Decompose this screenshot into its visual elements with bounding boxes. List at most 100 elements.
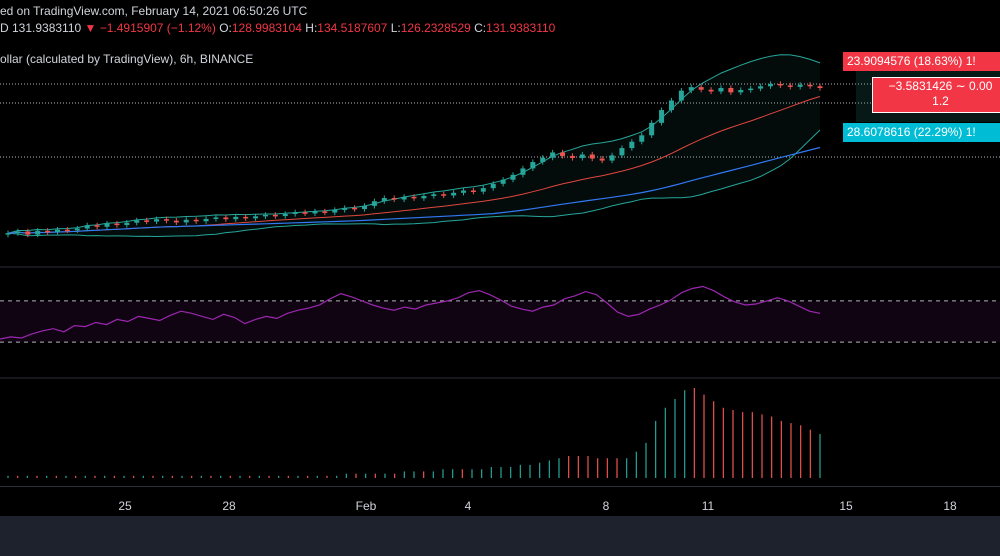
candle-body [381, 198, 387, 202]
candle-body [64, 229, 70, 232]
candle-body [342, 207, 348, 210]
candle-body [688, 87, 694, 91]
chart-canvas[interactable] [0, 0, 1000, 486]
candle-body [589, 154, 595, 159]
candle-body [203, 218, 209, 222]
candle-body [35, 230, 41, 235]
candle-body [114, 223, 120, 226]
candle-body [807, 84, 813, 87]
measure-line-1: −3.5831426 ∼ 0.00 [888, 79, 993, 93]
x-tick-label: 11 [701, 499, 715, 513]
candle-body [777, 83, 783, 86]
candle-body [480, 188, 486, 192]
candle-body [659, 110, 665, 123]
candle-body [579, 154, 585, 158]
candle-body [352, 207, 358, 210]
candle-body [569, 155, 575, 158]
candle-body [599, 158, 605, 161]
candle-body [15, 231, 21, 234]
price-range-tag-red: 23.9094576 (18.63%) 1! [843, 52, 1000, 71]
x-tick-label: Feb [355, 499, 377, 513]
candle-body [282, 214, 288, 217]
candle-body [134, 220, 140, 223]
candle-body [292, 212, 298, 214]
candle-body [639, 135, 645, 142]
x-tick-label: 18 [943, 499, 957, 513]
candle-body [708, 89, 714, 92]
high-label: H: [305, 21, 318, 35]
candle-body [728, 88, 734, 93]
candle-body [243, 216, 249, 219]
candle-body [74, 228, 80, 231]
close-value: 131.9383110 [486, 21, 556, 35]
measure-box: −3.5831426 ∼ 0.00 1.2 [872, 77, 1000, 113]
candle-body [540, 157, 546, 163]
candle-body [332, 209, 338, 213]
candle-body [193, 219, 199, 222]
low-label: L: [390, 21, 401, 35]
candle-body [451, 192, 457, 196]
candle-body [787, 85, 793, 87]
x-tick-label: 4 [464, 499, 472, 513]
price-range-tag-cyan: 28.6078616 (22.29%) 1! [843, 123, 1000, 142]
candle-body [500, 179, 506, 184]
candle-body [183, 219, 189, 223]
open-value: 128.9983104 [231, 21, 302, 35]
candle-body [510, 174, 516, 180]
candle-body [361, 205, 367, 210]
time-axis[interactable]: 25 28 Feb 4 8 11 15 18 [0, 486, 1000, 517]
bollinger-lower-line [7, 129, 821, 238]
candle-body [758, 86, 764, 89]
candle-body [649, 122, 655, 136]
candle-body [213, 217, 219, 219]
candle-body [5, 233, 11, 235]
candle-body [817, 86, 823, 88]
candle-body [609, 155, 615, 161]
candle-body [767, 83, 773, 87]
candle-body [401, 196, 407, 200]
candle-body [797, 84, 803, 87]
candle-body [421, 196, 427, 199]
measure-line-2: 1.2 [932, 94, 949, 108]
symbol-title: ollar (calculated by TradingView), 6h, B… [0, 52, 254, 66]
footer-bar [0, 516, 1000, 556]
candle-body [272, 214, 278, 217]
candle-body [302, 212, 308, 214]
candle-body [84, 225, 90, 229]
candle-body [619, 148, 625, 156]
low-value: 126.2328529 [400, 21, 471, 35]
candle-body [104, 223, 110, 227]
rsi-band-fill [0, 300, 1000, 343]
rsi-line [0, 285, 821, 340]
bollinger-band-fill [8, 54, 820, 237]
candle-body [262, 214, 268, 217]
x-tick-label: 25 [118, 499, 132, 513]
candle-body [163, 219, 169, 221]
candle-body [411, 196, 417, 199]
candle-body [678, 90, 684, 101]
candle-body [441, 194, 447, 196]
candle-body [560, 152, 566, 156]
candle-body [698, 87, 704, 90]
candle-body [25, 231, 31, 235]
candle-body [748, 88, 754, 91]
candle-body [223, 217, 229, 220]
candle-body [173, 220, 179, 223]
candle-body [520, 168, 526, 175]
published-info: ed on TradingView.com, February 14, 2021… [0, 4, 308, 18]
candle-body [530, 162, 536, 169]
candle-body [431, 194, 437, 196]
candle-body [629, 141, 635, 149]
candle-body [461, 190, 467, 193]
candle-body [233, 216, 239, 220]
candle-body [55, 229, 61, 232]
candle-body [738, 90, 744, 93]
candle-body [124, 222, 130, 226]
candle-body [144, 220, 150, 222]
candle-body [154, 219, 160, 222]
ohlc-row: D 131.9383110 ▼ −1.4915907 (−1.12%) O:12… [0, 21, 555, 35]
candle-body [718, 88, 724, 92]
candle-body [470, 190, 476, 192]
candle-body [550, 152, 556, 158]
